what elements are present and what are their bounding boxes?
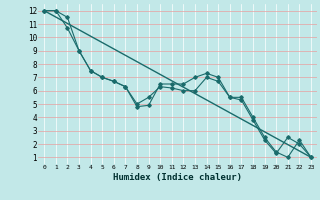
X-axis label: Humidex (Indice chaleur): Humidex (Indice chaleur) — [113, 173, 242, 182]
